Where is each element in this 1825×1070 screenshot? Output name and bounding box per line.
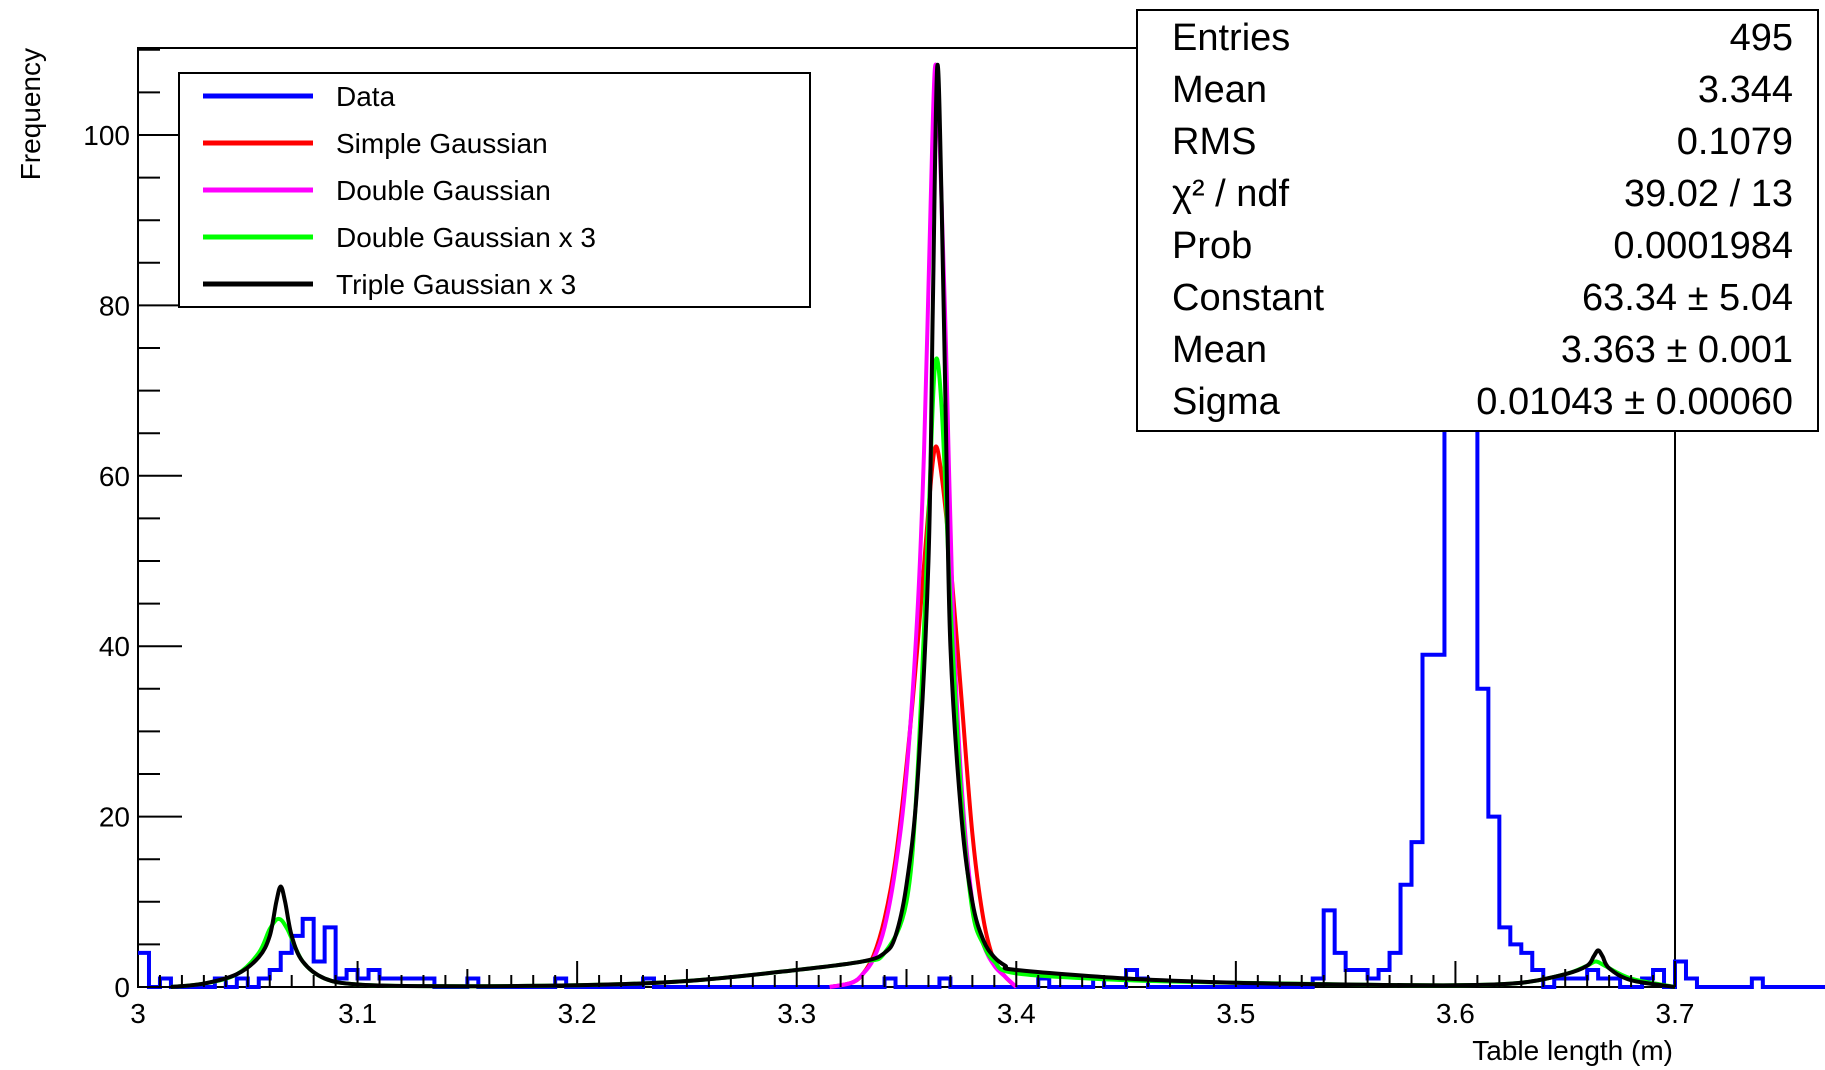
x-tick-label: 3.3 [777, 998, 816, 1029]
legend-label: Triple Gaussian x 3 [336, 269, 576, 300]
stats-label: χ² / ndf [1172, 173, 1290, 215]
stats-label: Prob [1172, 225, 1252, 267]
stats-label: Sigma [1172, 381, 1281, 423]
x-tick-label: 3.1 [338, 998, 377, 1029]
y-tick-label: 0 [114, 972, 130, 1003]
x-tick-label: 3 [130, 998, 146, 1029]
stats-value: 3.363 ± 0.001 [1561, 329, 1793, 371]
y-tick-label: 80 [99, 290, 130, 321]
legend-label: Data [336, 81, 396, 112]
x-tick-label: 3.5 [1216, 998, 1255, 1029]
legend-label: Double Gaussian x 3 [336, 222, 596, 253]
legend: Data Simple Gaussian Double Gaussian Double… [178, 72, 811, 308]
stats-label: Mean [1172, 329, 1267, 371]
stats-value: 3.344 [1698, 69, 1793, 111]
x-tick-label: 3.2 [558, 998, 597, 1029]
stats-value: 0.1079 [1677, 121, 1793, 163]
stats-value: 495 [1730, 17, 1793, 59]
stats-label: Mean [1172, 69, 1267, 111]
y-tick-label: 60 [99, 461, 130, 492]
stats-items: Entries 495 Mean 3.344 RMS 0.1079 χ² / ndf 39.0… [1172, 17, 1793, 423]
stats-box-frame [1136, 9, 1819, 432]
stats-label: Constant [1172, 277, 1325, 319]
y-tick-label: 100 [83, 120, 130, 151]
axes-layer: 3 3.1 3.2 3.3 3.4 3.5 3.6 3.7 0 20 40 60 80 100 [83, 48, 1695, 1029]
x-tick-label: 3.7 [1656, 998, 1695, 1029]
stats-label: RMS [1172, 121, 1256, 163]
stats-value: 63.34 ± 5.04 [1582, 277, 1793, 319]
stats-label: Entries [1172, 17, 1290, 59]
stats-value: 39.02 / 13 [1624, 173, 1793, 215]
series-line-triple-gaussian-x-3 [170, 62, 1676, 989]
legend-items: Data Simple Gaussian Double Gaussian Double… [203, 81, 596, 300]
y-axis-title: Frequency [15, 48, 46, 180]
x-axis-title: Table length (m) [1472, 1035, 1673, 1066]
legend-label: Double Gaussian [336, 175, 551, 206]
x-tick-label: 3.4 [997, 998, 1036, 1029]
stats-value: 0.0001984 [1613, 225, 1793, 267]
stats-value: 0.01043 ± 0.00060 [1476, 381, 1793, 423]
stats-box: Entries 495 Mean 3.344 RMS 0.1079 χ² / ndf 39.0… [1136, 9, 1819, 432]
y-tick-label: 20 [99, 802, 130, 833]
y-tick-label: 40 [99, 631, 130, 662]
legend-label: Simple Gaussian [336, 128, 548, 159]
x-tick-label: 3.6 [1436, 998, 1475, 1029]
